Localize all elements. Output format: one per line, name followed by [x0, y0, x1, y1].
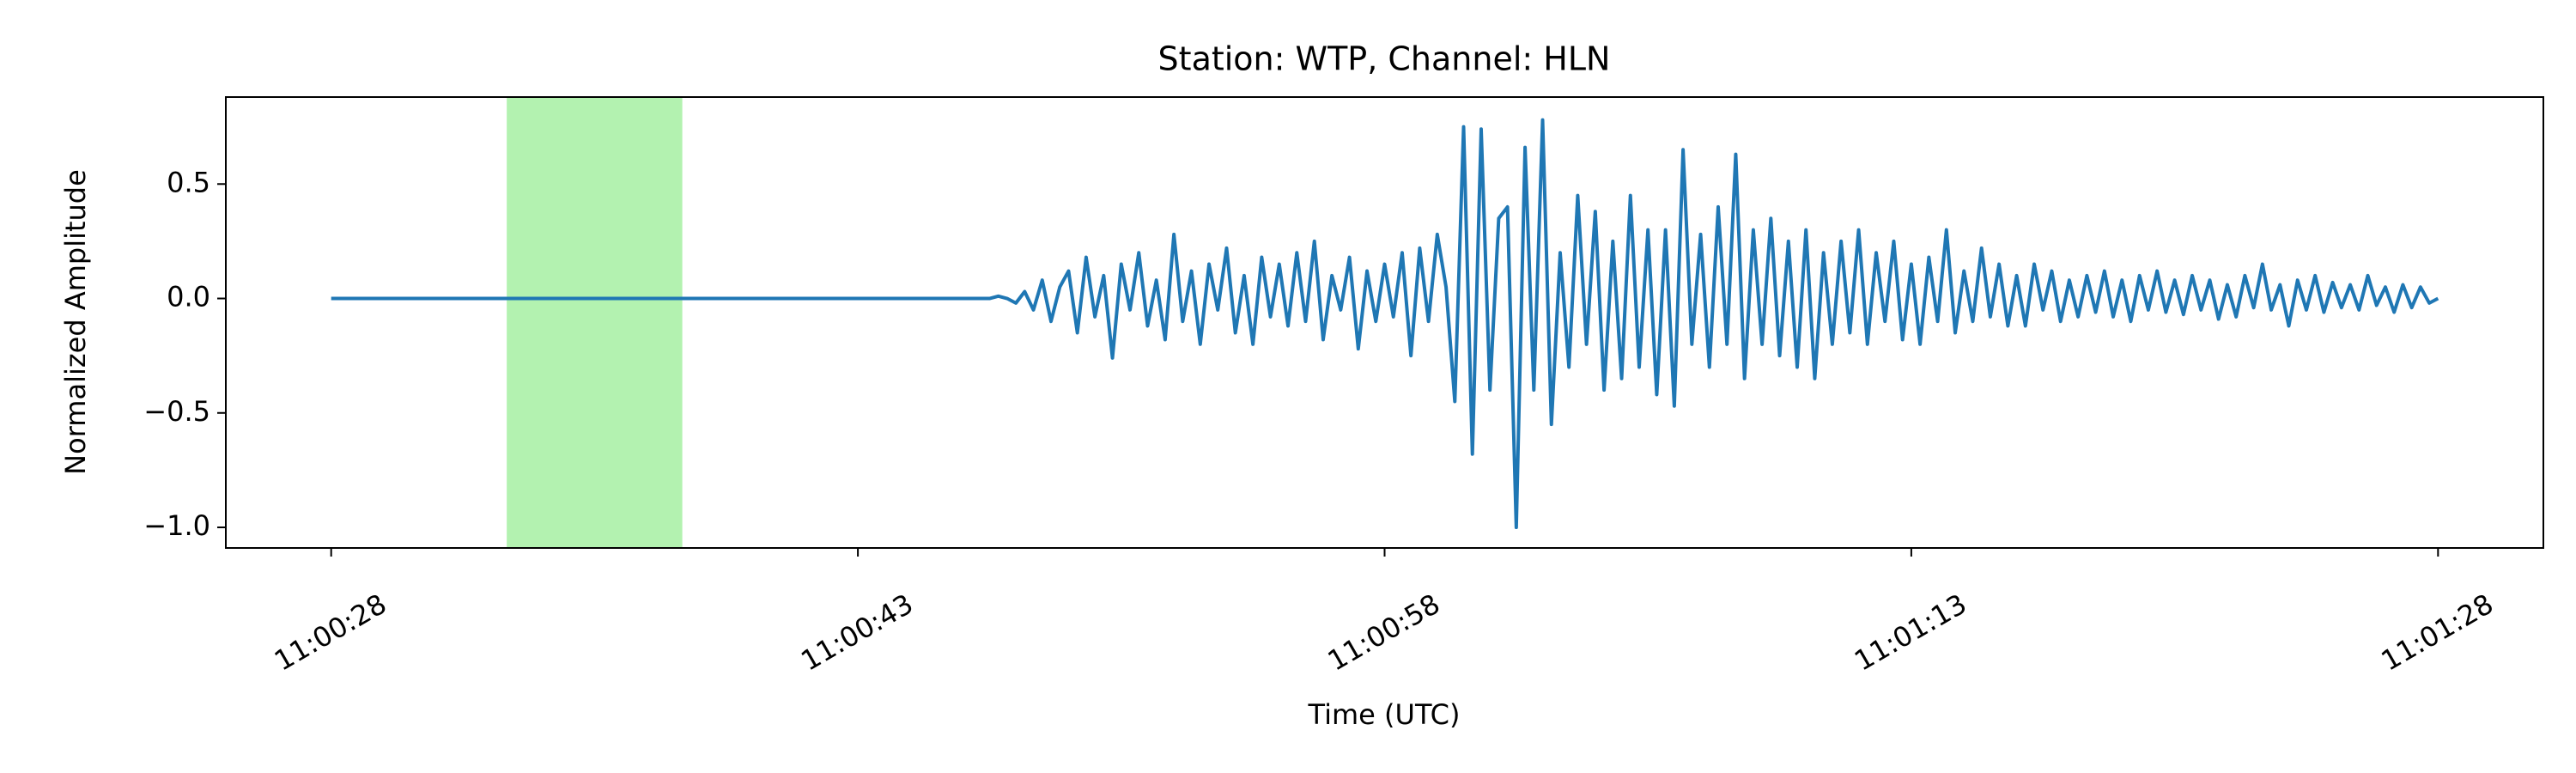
y-tick-label: −1.0 — [143, 509, 210, 542]
x-axis-label: Time (UTC) — [1308, 698, 1461, 731]
y-tick-label: 0.0 — [167, 281, 210, 313]
chart-title: Station: WTP, Channel: HLN — [1158, 40, 1611, 78]
y-tick-label: −0.5 — [143, 395, 210, 428]
axes-frame — [225, 96, 2544, 549]
y-tick-label: 0.5 — [167, 166, 210, 198]
y-axis-label: Normalized Amplitude — [59, 169, 92, 475]
highlight-span — [507, 97, 683, 548]
series-line — [331, 118, 2439, 530]
